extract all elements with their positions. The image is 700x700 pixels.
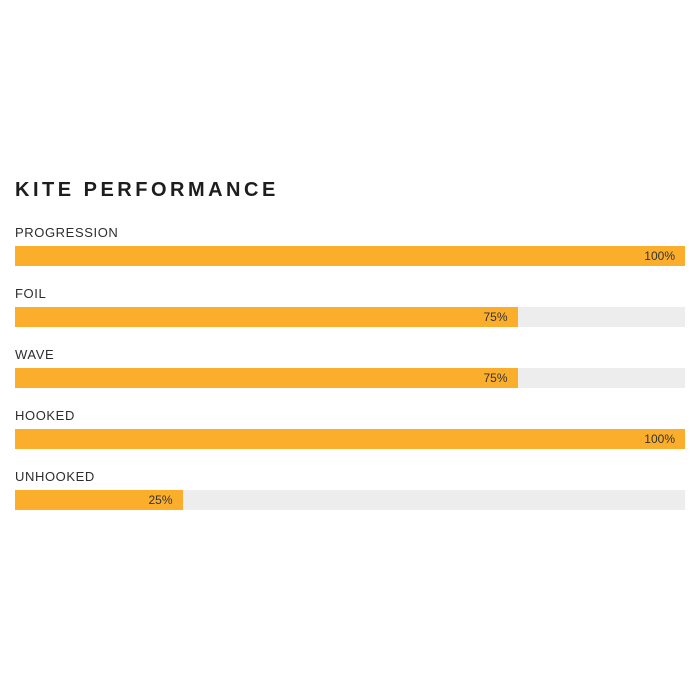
bar-label-foil: FOIL (15, 286, 47, 301)
bar-track-hooked: 100% (15, 429, 685, 449)
bar-label-hooked: HOOKED (15, 408, 75, 423)
bar-label-progression: PROGRESSION (15, 225, 119, 240)
kite-performance-chart: KITE PERFORMANCE PROGRESSION 100% FOIL 7… (15, 180, 685, 531)
bar-value-unhooked: 25% (148, 493, 173, 507)
bar-value-wave: 75% (483, 371, 508, 385)
bar-label-wave: WAVE (15, 347, 55, 362)
bar-value-progression: 100% (644, 249, 675, 263)
bar-fill-hooked: 100% (15, 429, 685, 449)
chart-title: KITE PERFORMANCE (15, 179, 279, 201)
bar-row-progression: PROGRESSION 100% (15, 226, 685, 266)
bar-row-wave: WAVE 75% (15, 348, 685, 388)
bar-fill-progression: 100% (15, 246, 685, 266)
bar-label-unhooked: UNHOOKED (15, 469, 95, 484)
bar-value-foil: 75% (483, 310, 508, 324)
bar-row-hooked: HOOKED 100% (15, 409, 685, 449)
bar-row-unhooked: UNHOOKED 25% (15, 470, 685, 510)
bar-fill-foil: 75% (15, 307, 518, 327)
bar-fill-unhooked: 25% (15, 490, 183, 510)
bar-track-progression: 100% (15, 246, 685, 266)
bar-fill-wave: 75% (15, 368, 518, 388)
bar-value-hooked: 100% (644, 432, 675, 446)
bar-track-foil: 75% (15, 307, 685, 327)
bar-track-unhooked: 25% (15, 490, 685, 510)
bar-row-foil: FOIL 75% (15, 287, 685, 327)
bar-track-wave: 75% (15, 368, 685, 388)
